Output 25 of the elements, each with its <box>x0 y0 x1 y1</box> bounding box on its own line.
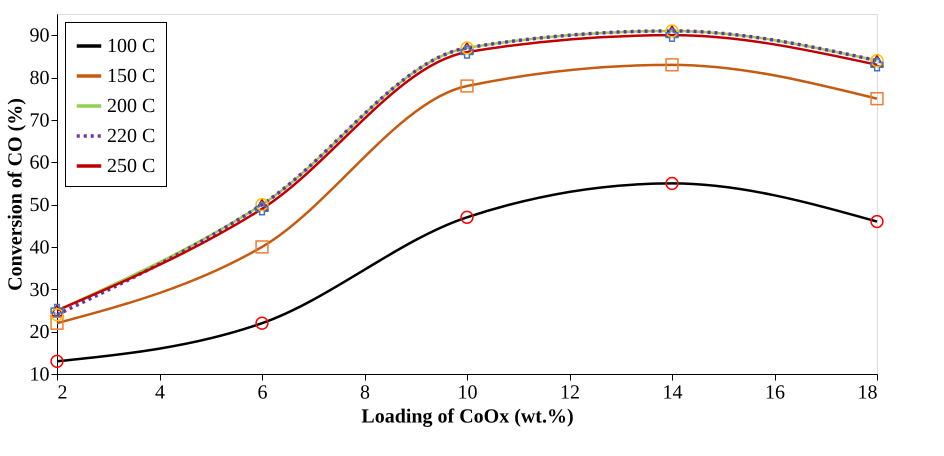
x-tick-label: 6 <box>258 382 268 404</box>
x-tick-label: 8 <box>360 382 370 404</box>
x-tick-label: 12 <box>560 382 580 404</box>
y-tick-label: 20 <box>30 321 50 344</box>
x-tick-label: 4 <box>155 382 165 404</box>
x-tick-label: 2 <box>58 382 68 404</box>
legend-label: 200 C <box>107 95 156 117</box>
y-tick-label: 30 <box>30 278 50 301</box>
y-tick-label: 10 <box>30 364 50 386</box>
y-axis-title: Conversion of CO (%) <box>4 98 26 291</box>
x-tick-label: 10 <box>458 382 478 404</box>
y-tick-label: 50 <box>30 194 50 216</box>
y-tick-label: 40 <box>30 236 50 258</box>
x-axis-title: Loading of CoOx (wt.%) <box>361 406 574 428</box>
x-tick-label: 16 <box>765 382 785 404</box>
y-tick-label: 80 <box>30 67 50 90</box>
y-tick-label: 60 <box>30 152 50 174</box>
legend-label: 150 C <box>107 65 156 87</box>
x-tick-label: 14 <box>662 382 682 404</box>
legend-label: 100 C <box>107 35 156 57</box>
legend-label: 220 C <box>107 125 156 147</box>
x-tick-label: 18 <box>858 382 878 404</box>
legend-label: 250 C <box>107 155 156 177</box>
y-tick-label: 90 <box>30 24 50 47</box>
y-tick-label: 70 <box>30 109 50 132</box>
